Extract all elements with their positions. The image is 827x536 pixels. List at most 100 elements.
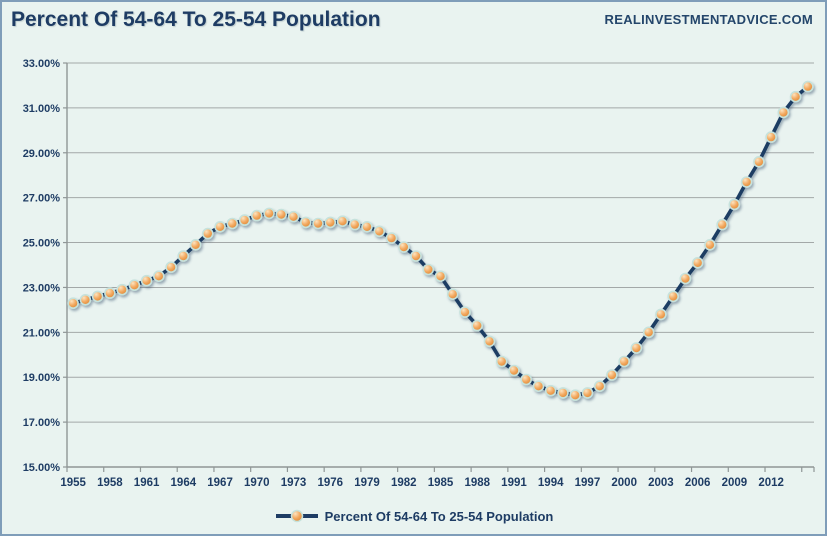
data-point-marker [189,239,202,251]
x-tick-label: 1988 [464,477,490,489]
data-point-marker [704,239,716,251]
x-tick-label: 2006 [685,477,711,489]
data-point-marker [79,293,92,306]
data-series-line [72,85,810,397]
data-point-marker [238,214,251,226]
data-point-marker [214,221,226,233]
data-point-marker [630,342,643,354]
x-tick-label: 2003 [648,477,674,489]
x-tick-label: 1970 [244,477,270,489]
x-axis-labels: 1955 1958 1961 1964 1967 1970 1973 1976 1979 1982… [60,477,784,489]
data-point-marker [679,272,692,285]
data-point-marker [324,216,337,229]
legend-line-marker-icon [275,509,318,523]
watermark: REALINVESTMENTADVICE.COM [604,12,813,27]
x-axis-ticks [66,467,815,472]
data-point-marker [471,319,484,332]
data-point-marker [104,287,116,299]
data-point-marker [299,216,312,229]
data-point-marker [140,274,153,287]
data-point-marker [361,221,373,233]
data-point-marker [312,217,324,230]
x-tick-label: 1976 [317,477,343,489]
y-tick-label: 15.00% [23,462,61,474]
axes [66,63,814,468]
data-point-marker [91,290,104,303]
data-point-marker [287,210,300,223]
x-tick-label: 1955 [60,477,86,489]
data-point-marker [557,387,569,399]
data-point-marker [642,326,655,339]
data-point-marker [716,218,729,231]
x-tick-label: 1985 [428,477,454,489]
data-point-marker [655,308,667,321]
y-tick-label: 19.00% [23,372,61,384]
x-tick-label: 1973 [281,477,307,489]
data-point-marker [226,217,239,230]
data-point-marker [593,380,606,393]
data-point-marker [422,263,435,276]
data-point-marker [753,156,765,168]
data-point-marker [263,207,275,220]
x-tick-label: 2000 [611,477,637,489]
data-point-marker [373,225,386,238]
data-point-marker [459,306,471,318]
data-point-marker [348,218,361,231]
y-tick-label: 17.00% [23,417,61,429]
x-tick-label: 1982 [391,477,417,489]
data-point-marker [508,364,520,377]
data-point-marker [483,335,496,348]
x-tick-label: 1961 [134,477,160,489]
data-point-marker [202,227,214,240]
legend-label: Percent Of 54-64 To 25-54 Population [324,508,554,524]
x-tick-label: 1964 [171,477,197,489]
y-tick-label: 29.00% [23,148,61,160]
chart-title: Percent Of 54-64 To 25-54 Population [11,8,381,31]
y-tick-label: 25.00% [23,238,61,250]
chart-header: Percent Of 54-64 To 25-54 Population REA… [11,8,813,32]
data-point-marker [177,250,190,262]
data-point-marker [495,355,508,368]
x-tick-label: 2009 [722,477,748,489]
data-point-marker [667,290,680,303]
x-tick-label: 1967 [207,477,233,489]
y-tick-label: 33.00% [23,58,61,70]
data-point-marker [581,387,594,399]
data-point-marker [385,232,398,244]
data-point-marker [777,106,790,119]
y-tick-label: 31.00% [23,103,61,115]
data-point-marker [446,288,459,301]
data-point-marker [789,90,802,103]
data-point-marker [116,283,128,296]
y-gridlines [67,62,814,423]
data-point-marker [606,369,618,381]
data-point-marker [251,209,263,222]
x-tick-label: 1991 [501,477,527,489]
y-tick-label: 23.00% [23,282,61,294]
y-tick-label: 27.00% [23,193,61,205]
x-tick-label: 2012 [758,477,784,489]
data-point-marker [520,373,533,386]
data-series [67,80,814,402]
data-point-marker [275,208,288,221]
data-point-marker [434,270,447,283]
data-point-marker [336,215,349,227]
data-point-marker [569,389,582,402]
data-point-marker [410,250,422,262]
data-point-marker [532,380,545,393]
x-tick-label: 1958 [97,477,123,489]
data-point-marker [544,384,557,397]
x-tick-label: 1997 [575,477,601,489]
data-point-marker [728,198,741,211]
data-point-marker [165,261,177,274]
data-point-marker [691,256,704,269]
data-point-marker [740,176,753,188]
y-axis-labels: 15.00% 17.00% 19.00% 21.00% 23.00% 25.00% 27.0… [23,58,67,474]
x-tick-label: 1994 [538,477,564,489]
y-tick-label: 21.00% [23,327,61,339]
x-tick-label: 1979 [354,477,380,489]
data-point-marker [618,355,631,368]
data-point-marker [128,279,141,292]
